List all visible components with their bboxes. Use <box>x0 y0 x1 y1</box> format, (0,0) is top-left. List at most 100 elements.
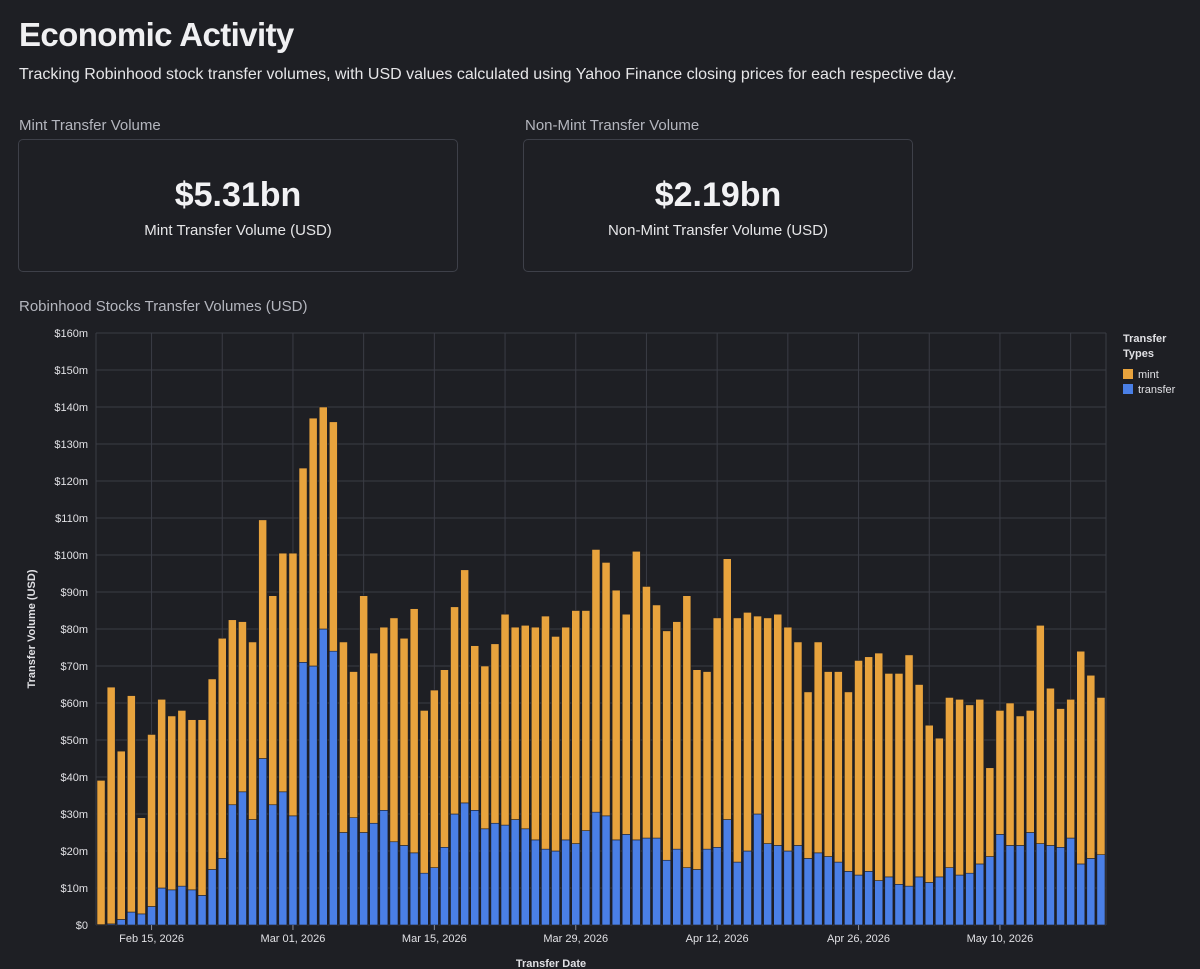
bar-transfer <box>924 882 934 926</box>
bar-mint <box>147 734 156 907</box>
y-tick-label: $60m <box>60 698 88 710</box>
bar-mint <box>530 626 540 841</box>
bar-transfer <box>248 819 257 926</box>
bar-mint <box>258 519 268 759</box>
bar-mint <box>177 710 187 887</box>
bar-mint <box>1096 697 1106 856</box>
bar-mint <box>995 710 1005 835</box>
bar-mint <box>783 626 793 852</box>
bar-transfer <box>1005 845 1015 926</box>
bar-mint <box>308 417 318 667</box>
x-tick-label: Mar 29, 2026 <box>543 933 608 945</box>
bar-mint <box>621 613 631 835</box>
bar-mint <box>510 626 520 820</box>
bar-transfer <box>894 883 904 926</box>
bar-transfer <box>1086 858 1096 926</box>
bar-mint <box>642 586 651 839</box>
bar-mint <box>116 750 126 920</box>
bar-mint <box>662 630 671 861</box>
bar-mint <box>399 637 409 846</box>
bar-transfer <box>268 804 278 926</box>
bar-transfer <box>1025 832 1035 926</box>
bar-transfer <box>207 869 217 926</box>
bar-mint <box>470 645 480 811</box>
bar-mint <box>955 698 964 876</box>
bar-transfer <box>743 850 752 926</box>
bar-transfer <box>945 867 954 926</box>
bar-transfer <box>934 876 944 926</box>
bar-transfer <box>288 815 298 926</box>
legend-label-transfer: transfer <box>1138 384 1176 396</box>
x-axis-title: Transfer Date <box>516 958 586 969</box>
bar-transfer <box>773 845 783 926</box>
bar-transfer <box>510 819 520 926</box>
bar-transfer <box>258 758 268 926</box>
bar-transfer <box>419 872 429 926</box>
bar-mint <box>985 767 995 857</box>
bar-transfer <box>167 889 177 926</box>
bar-transfer <box>530 839 540 926</box>
bar-mint <box>682 595 692 868</box>
bar-mint <box>692 669 702 870</box>
bar-transfer <box>520 828 530 926</box>
page-title: Economic Activity <box>19 16 294 53</box>
y-tick-label: $50m <box>60 735 88 747</box>
bar-transfer <box>783 850 793 926</box>
bar-transfer <box>631 839 641 926</box>
bar-transfer <box>1015 845 1025 926</box>
bar-transfer <box>732 861 742 926</box>
bar-mint <box>450 606 459 815</box>
bar-transfer <box>965 872 974 926</box>
bar-mint <box>561 626 570 841</box>
bar-mint <box>722 558 732 820</box>
bar-mint <box>975 698 985 865</box>
mint-volume-value: $5.31bn <box>174 176 302 214</box>
bar-transfer <box>621 834 631 926</box>
bar-mint <box>318 406 328 630</box>
bar-mint <box>359 595 369 833</box>
y-tick-label: $90m <box>60 587 88 599</box>
bar-mint <box>934 737 944 878</box>
bar-mint <box>440 669 449 848</box>
bar-transfer <box>561 839 570 926</box>
bar-mint <box>753 615 762 815</box>
bar-transfer <box>429 867 439 926</box>
bar-mint <box>1015 715 1025 846</box>
bar-transfer <box>318 628 328 926</box>
bar-mint <box>763 617 772 844</box>
bar-mint <box>96 780 106 925</box>
y-tick-label: $130m <box>54 439 88 451</box>
bar-mint <box>197 719 207 896</box>
bar-transfer <box>975 863 985 926</box>
bar-mint <box>874 652 884 881</box>
bar-mint <box>157 698 167 889</box>
bar-mint <box>1086 674 1096 859</box>
bar-transfer <box>591 811 601 926</box>
bar-mint <box>288 552 298 817</box>
bar-transfer <box>1046 845 1055 926</box>
mint-volume-caption: Mint Transfer Volume (USD) <box>144 222 332 239</box>
bar-mint <box>551 636 560 852</box>
bar-mint <box>106 686 116 925</box>
bar-mint <box>409 608 419 854</box>
bar-transfer <box>217 858 227 926</box>
bar-transfer <box>116 919 126 926</box>
bar-mint <box>833 671 843 863</box>
bar-transfer <box>722 819 732 926</box>
bar-transfer <box>339 832 348 926</box>
y-tick-label: $100m <box>54 550 88 562</box>
y-tick-label: $110m <box>55 513 88 525</box>
bar-transfer <box>541 848 550 926</box>
bar-transfer <box>500 824 510 926</box>
bar-transfer <box>995 834 1005 926</box>
bar-mint <box>298 467 308 663</box>
y-tick-label: $160m <box>54 328 88 340</box>
bar-mint <box>1025 710 1035 833</box>
y-tick-label: $70m <box>60 661 88 673</box>
bar-mint <box>217 637 227 859</box>
bar-transfer <box>238 791 247 926</box>
bar-transfer <box>813 852 823 926</box>
legend-label-mint: mint <box>1138 369 1159 381</box>
bar-transfer <box>369 822 379 926</box>
bar-mint <box>631 550 641 841</box>
